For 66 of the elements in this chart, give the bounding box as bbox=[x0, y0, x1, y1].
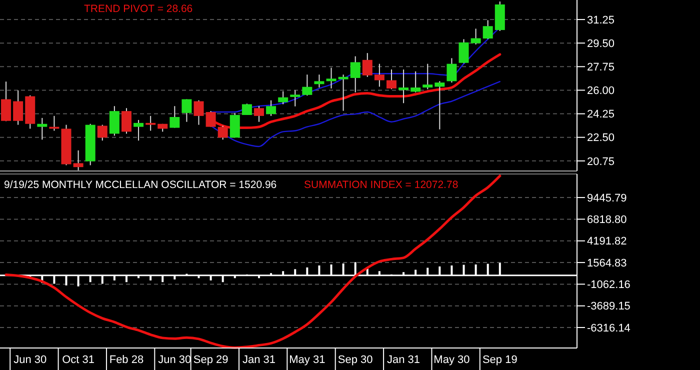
series-label: SUMMATION INDEX = 12072.78 bbox=[304, 179, 458, 191]
candlestick bbox=[266, 100, 276, 116]
candlestick bbox=[109, 106, 120, 136]
candlestick bbox=[194, 100, 204, 126]
candlestick bbox=[170, 106, 180, 128]
candlestick bbox=[386, 68, 396, 90]
y-tick-label: 4191.82 bbox=[587, 236, 627, 248]
candlestick bbox=[206, 110, 216, 128]
candlestick bbox=[97, 124, 108, 142]
candlestick bbox=[121, 108, 132, 134]
y-tick-label: 27.75 bbox=[587, 62, 615, 74]
y-tick-label: 24.25 bbox=[587, 108, 615, 121]
candlestick bbox=[182, 98, 192, 122]
candlestick bbox=[1, 81, 12, 122]
y-tick-label: -6316.14 bbox=[587, 322, 630, 334]
candlestick bbox=[302, 74, 312, 96]
candlestick bbox=[134, 119, 144, 142]
text: 9/19/25 MONTHLY MCCLELLAN OSCILLATOR = 1520.96 bbox=[4, 179, 277, 191]
candlestick bbox=[218, 125, 228, 140]
y-tick-label: 6818.80 bbox=[587, 214, 627, 226]
x-tick-label: May 30 bbox=[434, 354, 470, 366]
candlestick bbox=[290, 90, 300, 107]
line-series bbox=[210, 80, 501, 148]
candlestick bbox=[350, 56, 360, 93]
candlestick bbox=[338, 74, 348, 112]
candlestick bbox=[434, 80, 445, 130]
x-tick-label: Sep 30 bbox=[338, 354, 373, 366]
candlestick bbox=[482, 20, 493, 40]
y-tick-label: -1062.16 bbox=[587, 279, 630, 292]
candlestick bbox=[230, 112, 240, 138]
candlestick bbox=[13, 90, 24, 126]
x-tick-label: Oct 31 bbox=[62, 354, 94, 366]
candlestick bbox=[278, 90, 288, 105]
line-series bbox=[4, 174, 502, 349]
candlestick bbox=[398, 68, 409, 104]
x-tick-label: Feb 28 bbox=[109, 354, 144, 366]
x-tick-label: Sep 29 bbox=[193, 354, 228, 366]
candlestick bbox=[37, 117, 48, 140]
candlestick bbox=[410, 70, 421, 93]
candlestick bbox=[242, 103, 252, 116]
y-tick-label: 20.75 bbox=[587, 156, 615, 168]
candlestick bbox=[458, 38, 469, 64]
text: TREND PIVOT = 28.66 bbox=[84, 3, 193, 15]
x-tick-label: Jun 30 bbox=[158, 354, 192, 366]
candlestick bbox=[362, 52, 372, 78]
y-tick-label: 1564.83 bbox=[587, 257, 627, 270]
candlestick bbox=[422, 63, 433, 90]
x-tick-label: Jun 30 bbox=[14, 354, 47, 366]
y-tick-label: -3689.15 bbox=[587, 300, 630, 313]
x-tick-label: Jan 31 bbox=[242, 354, 276, 366]
x-tick-label: May 31 bbox=[289, 354, 326, 366]
y-tick-label: 22.50 bbox=[587, 132, 615, 144]
candlestick bbox=[446, 58, 457, 84]
y-tick-label: 9445.79 bbox=[587, 192, 627, 204]
candlestick bbox=[73, 150, 84, 171]
y-tick-label: 31.25 bbox=[587, 14, 615, 26]
candlestick bbox=[254, 106, 264, 122]
candlestick bbox=[470, 28, 481, 45]
y-tick-label: 29.50 bbox=[587, 38, 615, 50]
y-tick-label: 26.00 bbox=[587, 85, 615, 98]
x-tick-label: Jan 31 bbox=[387, 354, 420, 366]
candlestick bbox=[326, 67, 336, 89]
candlestick bbox=[146, 115, 156, 132]
candlestick bbox=[314, 74, 324, 88]
candlestick bbox=[374, 63, 384, 88]
x-tick-label: Sep 19 bbox=[482, 354, 518, 366]
